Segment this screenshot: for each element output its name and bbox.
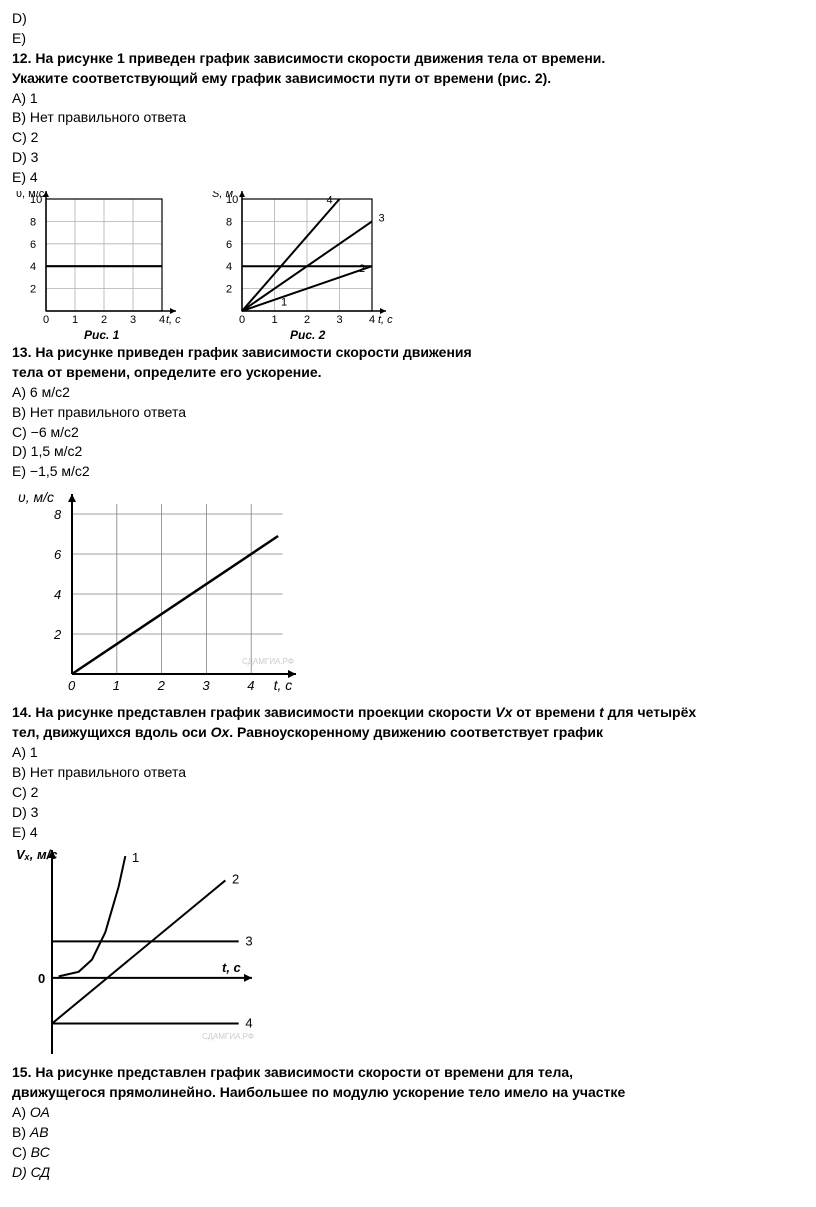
- q14-opt-c: C) 2: [12, 783, 804, 802]
- option-e: E): [12, 29, 804, 48]
- svg-text:8: 8: [226, 216, 232, 228]
- q15-opt-c: C) ВС: [12, 1143, 804, 1162]
- q14-title-1: 14. На рисунке представлен график зависи…: [12, 703, 804, 722]
- q13-title-1: 13. На рисунке приведен график зависимос…: [12, 343, 804, 362]
- q15-opt-a: A) ОА: [12, 1103, 804, 1122]
- option-d: D): [12, 9, 804, 28]
- q14-title-1-text: 14. На рисунке представлен график зависи…: [12, 704, 696, 720]
- svg-text:1: 1: [132, 851, 139, 866]
- svg-text:4: 4: [327, 194, 333, 206]
- q12-opt-a: A) 1: [12, 89, 804, 108]
- svg-text:4: 4: [54, 587, 61, 602]
- q14-title-2-text: тел, движущихся вдоль оси Ох. Равноускор…: [12, 724, 603, 740]
- svg-text:6: 6: [54, 547, 62, 562]
- q15-title-1: 15. На рисунке представлен график зависи…: [12, 1063, 804, 1082]
- q12-subtitle: Укажите соответствующий ему график завис…: [12, 69, 804, 88]
- svg-text:4: 4: [247, 678, 254, 693]
- svg-text:СДАМГИА.РФ: СДАМГИА.РФ: [202, 1032, 254, 1041]
- svg-text:0: 0: [239, 314, 245, 326]
- svg-text:3: 3: [130, 314, 136, 326]
- svg-text:0: 0: [68, 678, 76, 693]
- q13-opt-a: A) 6 м/с2: [12, 383, 804, 402]
- q12-figures: 01234246810υ, м/сt, сРис. 1 123401234246…: [12, 191, 804, 341]
- q14-title-2: тел, движущихся вдоль оси Ох. Равноускор…: [12, 723, 804, 742]
- svg-text:4: 4: [226, 261, 232, 273]
- svg-text:Рис. 1: Рис. 1: [84, 328, 120, 341]
- q14-opt-a: A) 1: [12, 743, 804, 762]
- svg-text:1: 1: [281, 296, 287, 308]
- q15-opt-b: B) АВ: [12, 1123, 804, 1142]
- q14-opt-b: B) Нет правильного ответа: [12, 763, 804, 782]
- svg-text:СДАМГИА.РФ: СДАМГИА.РФ: [242, 657, 294, 666]
- svg-text:3: 3: [337, 314, 343, 326]
- q12-opt-d: D) 3: [12, 148, 804, 167]
- svg-text:4: 4: [245, 1016, 252, 1031]
- svg-text:3: 3: [245, 934, 252, 949]
- svg-text:3: 3: [379, 212, 385, 224]
- svg-text:υ, м/с: υ, м/с: [18, 489, 54, 505]
- svg-text:2: 2: [304, 314, 310, 326]
- q12-opt-e: E) 4: [12, 168, 804, 187]
- svg-text:2: 2: [359, 263, 365, 275]
- svg-text:2: 2: [53, 627, 62, 642]
- svg-text:4: 4: [159, 314, 165, 326]
- svg-text:0: 0: [43, 314, 49, 326]
- q13-opt-d: D) 1,5 м/с2: [12, 442, 804, 461]
- svg-text:t, с: t, с: [274, 677, 293, 693]
- svg-text:6: 6: [226, 239, 232, 251]
- q15-title-2: движущегося прямолинейно. Наибольшее по …: [12, 1083, 804, 1102]
- svg-text:8: 8: [54, 507, 62, 522]
- svg-text:1: 1: [72, 314, 78, 326]
- q12-opt-b: B) Нет правильного ответа: [12, 108, 804, 127]
- svg-text:S, м: S, м: [212, 191, 233, 200]
- svg-text:3: 3: [202, 678, 210, 693]
- q13-opt-c: C) −6 м/с2: [12, 423, 804, 442]
- q12-fig1: 01234246810υ, м/сt, сРис. 1: [12, 191, 192, 341]
- svg-text:1: 1: [113, 678, 120, 693]
- svg-text:4: 4: [30, 261, 36, 273]
- svg-text:1: 1: [272, 314, 278, 326]
- svg-text:t, с: t, с: [166, 314, 181, 326]
- q12-title: 12. На рисунке 1 приведен график зависим…: [12, 49, 804, 68]
- q13-opt-e: E) −1,5 м/с2: [12, 462, 804, 481]
- q12-opt-c: C) 2: [12, 128, 804, 147]
- q14-opt-d: D) 3: [12, 803, 804, 822]
- svg-text:0: 0: [38, 971, 45, 986]
- svg-text:υ, м/с: υ, м/с: [16, 191, 45, 200]
- q13-opt-b: B) Нет правильного ответа: [12, 403, 804, 422]
- q12-fig2: 123401234246810S, мt, сРис. 2: [208, 191, 408, 341]
- svg-text:2: 2: [232, 872, 239, 887]
- svg-text:Vₓ, м/с: Vₓ, м/с: [16, 848, 58, 863]
- q13-chart: 0 1 2 3 4 2 4 6 8υ, м/с t, с СДАМГИА.РФ: [12, 482, 312, 702]
- svg-text:2: 2: [30, 284, 36, 296]
- q13-title-2: тела от времени, определите его ускорени…: [12, 363, 804, 382]
- q14-chart: 1 2 3 4 Vₓ, м/с t, с 0 СДАМГИА.РФ: [12, 842, 272, 1062]
- svg-text:t, с: t, с: [378, 314, 393, 326]
- svg-text:2: 2: [226, 284, 232, 296]
- svg-text:8: 8: [30, 216, 36, 228]
- svg-text:4: 4: [369, 314, 375, 326]
- svg-text:2: 2: [157, 678, 166, 693]
- q15-opt-d: D) СД: [12, 1163, 804, 1182]
- svg-text:Рис. 2: Рис. 2: [290, 328, 326, 341]
- svg-text:t, с: t, с: [222, 960, 242, 975]
- svg-text:2: 2: [101, 314, 107, 326]
- svg-text:6: 6: [30, 239, 36, 251]
- q14-opt-e: E) 4: [12, 823, 804, 842]
